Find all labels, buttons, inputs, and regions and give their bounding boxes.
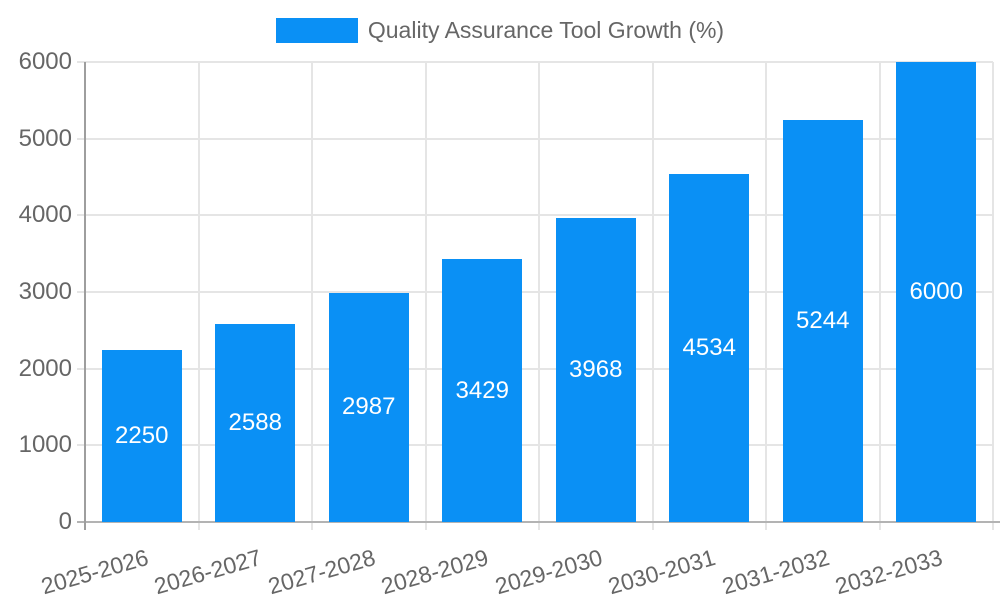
chart-legend[interactable]: Quality Assurance Tool Growth (%) bbox=[0, 18, 1000, 43]
gridline-vertical bbox=[197, 62, 200, 530]
gridline-vertical bbox=[992, 62, 994, 530]
y-tick-label: 0 bbox=[58, 508, 72, 535]
x-tick-label: 2032-2033 bbox=[832, 544, 946, 600]
x-tick-label: 2026-2027 bbox=[151, 544, 265, 600]
x-tick-label: 2027-2028 bbox=[265, 544, 378, 600]
bar-2032-2033[interactable] bbox=[896, 62, 977, 522]
bar-2026-2027[interactable] bbox=[215, 323, 296, 522]
y-tick-label: 5000 bbox=[18, 124, 72, 152]
bar-2027-2028[interactable] bbox=[328, 292, 409, 522]
x-tick-label: 2031-2032 bbox=[719, 544, 832, 600]
gridline-vertical bbox=[424, 62, 427, 530]
legend-swatch bbox=[275, 18, 358, 43]
gridline-vertical bbox=[878, 62, 881, 530]
y-tick-label: 6000 bbox=[18, 48, 72, 75]
bar-2029-2030[interactable] bbox=[555, 217, 636, 522]
gridline-horizontal bbox=[77, 137, 993, 140]
gridline-horizontal bbox=[77, 444, 993, 447]
gridline-vertical bbox=[311, 62, 313, 530]
x-tick-label: 2029-2030 bbox=[492, 544, 605, 600]
x-tick-label: 2028-2029 bbox=[378, 544, 492, 600]
bar-2031-2032[interactable] bbox=[782, 119, 863, 522]
gridline-vertical bbox=[765, 62, 767, 530]
y-tick-label: 2000 bbox=[18, 354, 72, 382]
legend-label: Quality Assurance Tool Growth (%) bbox=[367, 17, 725, 43]
y-axis-line bbox=[84, 62, 86, 530]
gridline-horizontal bbox=[77, 61, 993, 63]
gridline-vertical bbox=[538, 62, 540, 530]
y-tick-label: 3000 bbox=[18, 278, 72, 305]
gridline-vertical bbox=[651, 62, 654, 530]
x-tick-label: 2030-2031 bbox=[605, 544, 719, 600]
gridline-horizontal bbox=[77, 291, 993, 293]
x-tick-label: 2025-2026 bbox=[38, 544, 151, 600]
bar-2025-2026[interactable] bbox=[101, 349, 182, 522]
bar-2028-2029[interactable] bbox=[442, 259, 523, 522]
y-tick-label: 4000 bbox=[18, 201, 72, 229]
gridline-horizontal bbox=[77, 214, 993, 217]
bar-2030-2031[interactable] bbox=[669, 174, 750, 522]
x-axis-line bbox=[77, 521, 1000, 523]
y-tick-label: 1000 bbox=[18, 431, 72, 459]
gridline-horizontal bbox=[77, 367, 993, 370]
